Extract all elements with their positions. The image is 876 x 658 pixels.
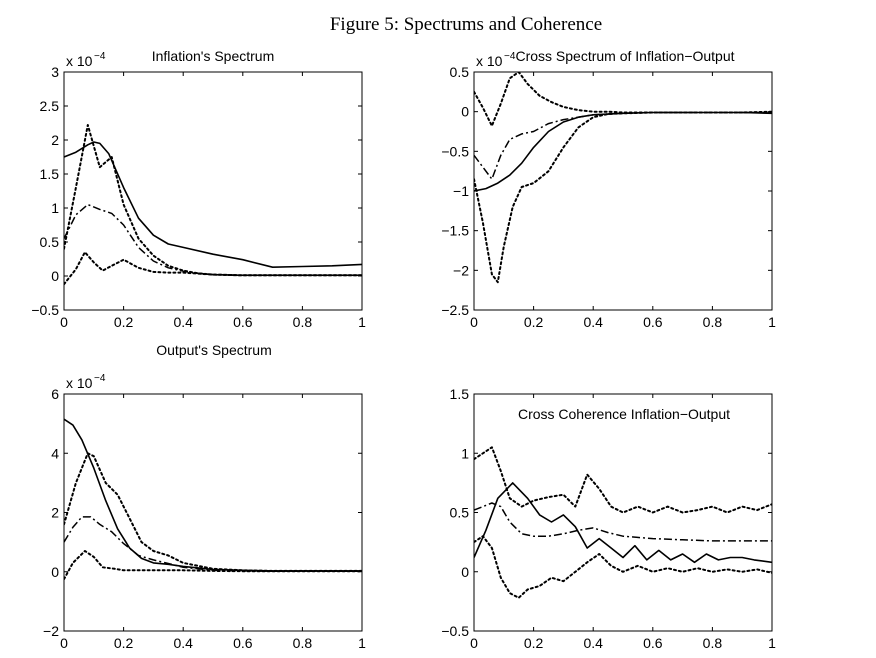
y-tick-label: 0.5 <box>450 505 470 521</box>
y-tick-label: −1.5 <box>441 223 469 239</box>
x-tick-label: 0.4 <box>583 314 603 330</box>
axes-box <box>63 393 363 632</box>
series-line-estimate <box>474 111 772 192</box>
x-tick-label: 0.4 <box>583 635 603 651</box>
axes-box <box>473 393 773 632</box>
x-tick-label: 0.2 <box>114 635 134 651</box>
y-tick-label: −0.5 <box>441 623 469 639</box>
y-tick-label: 0.5 <box>40 234 60 250</box>
series-line-estimate <box>64 141 362 269</box>
x-tick-label: 0.8 <box>293 314 313 330</box>
x-tick-label: 0.6 <box>643 635 663 651</box>
series-line-lower <box>64 251 362 286</box>
scale-exponent: −4 <box>94 373 106 384</box>
series-line-lower <box>474 535 772 599</box>
series-line-upper <box>64 452 362 572</box>
y-tick-label: −2 <box>43 623 59 639</box>
series-line-median <box>64 516 362 572</box>
y-tick-label: 0 <box>51 564 59 580</box>
x-tick-label: 0.6 <box>643 314 663 330</box>
y-tick-label: 4 <box>51 445 59 461</box>
x-tick-label: 0.8 <box>293 635 313 651</box>
x-tick-label: 0 <box>470 314 478 330</box>
panel-title: Cross Coherence Inflation−Output <box>518 406 730 422</box>
x-tick-label: 1 <box>358 314 366 330</box>
scale-factor: x 10 <box>476 53 503 69</box>
scale-factor: x 10 <box>66 53 93 69</box>
x-tick-label: 0 <box>60 314 68 330</box>
y-tick-label: −2.5 <box>441 302 469 318</box>
panel-inflation-spectrum: 0 0.2 0.4 0.6 0.8 1−0.500.511.522.53x 10 −4 Inf… <box>31 48 366 330</box>
series-line-upper <box>474 446 772 514</box>
x-tick-label: 0.6 <box>233 314 253 330</box>
y-tick-label: 3 <box>51 64 59 80</box>
x-tick-label: 1 <box>358 635 366 651</box>
y-tick-label: 0.5 <box>450 64 470 80</box>
scale-exponent: −4 <box>94 51 106 62</box>
panel-title: Output's Spectrum <box>156 342 272 358</box>
x-tick-label: 0.4 <box>173 314 193 330</box>
series-group <box>474 72 772 284</box>
series-line-estimate <box>474 482 772 564</box>
x-tick-label: 0.2 <box>114 314 134 330</box>
series-line-median <box>474 111 772 180</box>
panel-title: Inflation's Spectrum <box>152 48 275 64</box>
axes-box <box>473 71 773 311</box>
y-tick-label: 2 <box>51 132 59 148</box>
series-group <box>474 446 772 599</box>
scale-exponent: −4 <box>504 51 516 62</box>
scale-factor: x 10 <box>66 375 93 391</box>
y-tick-label: 0 <box>461 104 469 120</box>
series-line-lower <box>64 550 362 581</box>
figure-title: Figure 5: Spectrums and Coherence <box>330 14 602 35</box>
y-tick-label: −0.5 <box>441 143 469 159</box>
x-tick-label: 0.6 <box>233 635 253 651</box>
y-tick-label: 1.5 <box>450 386 470 402</box>
y-tick-label: 0 <box>461 564 469 580</box>
x-tick-label: 0.2 <box>524 314 544 330</box>
series-group <box>64 418 362 581</box>
series-line-median <box>474 502 772 542</box>
series-line-estimate <box>64 418 362 572</box>
x-tick-label: 0.2 <box>524 635 544 651</box>
x-tick-label: 1 <box>768 635 776 651</box>
x-tick-label: 0.8 <box>703 635 723 651</box>
y-tick-label: −1 <box>453 183 469 199</box>
x-tick-label: 0 <box>60 635 68 651</box>
panel-title: Cross Spectrum of Inflation−Output <box>515 48 734 64</box>
x-tick-label: 1 <box>768 314 776 330</box>
panel-cross-spectrum: 0 0.2 0.4 0.6 0.8 1 −2.5 −2 −1.5 −1 −0.5 0 0.5 x 10 −4… <box>441 48 776 330</box>
x-tick-label: 0.4 <box>173 635 193 651</box>
y-tick-label: 1 <box>51 200 59 216</box>
series-line-lower <box>474 111 772 284</box>
y-tick-label: −0.5 <box>31 302 59 318</box>
series-group <box>64 124 362 286</box>
y-tick-label: 6 <box>51 386 59 402</box>
y-tick-label: 2.5 <box>40 98 60 114</box>
series-line-median <box>64 203 362 277</box>
series-line-upper <box>474 72 772 127</box>
y-tick-label: 0 <box>51 268 59 284</box>
x-tick-label: 0 <box>470 635 478 651</box>
y-tick-label: −2 <box>453 262 469 278</box>
axes-box <box>63 71 363 311</box>
x-tick-label: 0.8 <box>703 314 723 330</box>
y-tick-label: 1 <box>461 445 469 461</box>
series-line-upper <box>64 124 362 277</box>
y-tick-label: 2 <box>51 505 59 521</box>
y-tick-label: 1.5 <box>40 166 60 182</box>
